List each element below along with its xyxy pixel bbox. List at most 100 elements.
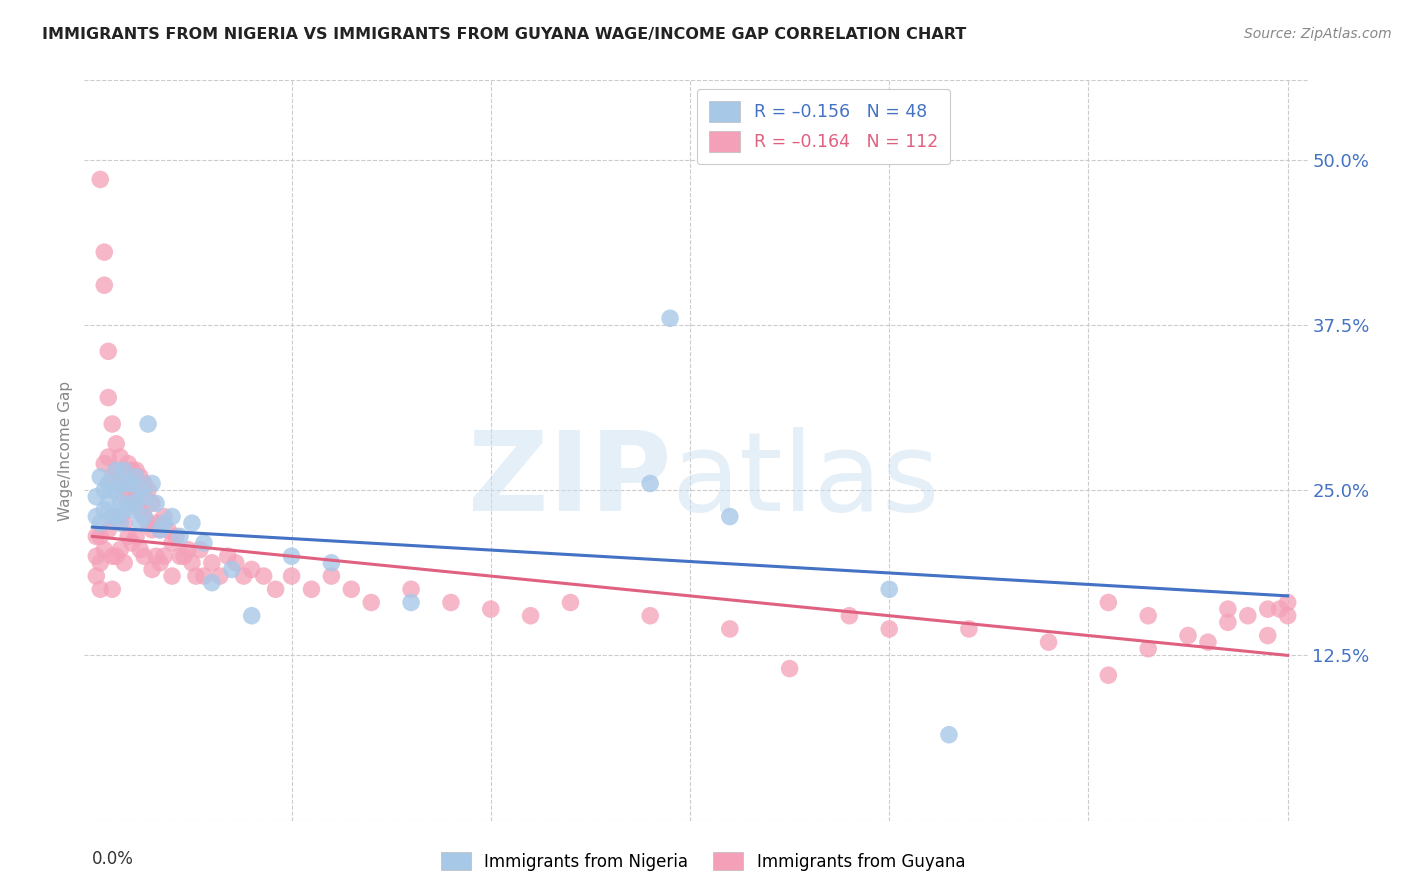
Point [129,483,152,497]
Point [105,549,128,564]
Point [136,483,159,497]
Point [181,516,204,531]
Point [93,245,115,260]
Point [1216,602,1239,616]
Point [141,562,163,576]
Point [1177,628,1199,642]
Point [173,549,195,564]
Point [232,569,254,583]
Point [157,523,180,537]
Point [938,728,960,742]
Point [1236,608,1258,623]
Point [1038,635,1060,649]
Point [89,172,111,186]
Point [112,503,135,517]
Point [160,569,183,583]
Point [93,457,115,471]
Point [97,523,120,537]
Point [86,549,108,564]
Point [121,503,143,517]
Point [779,662,801,676]
Point [149,556,172,570]
Point [1097,668,1119,682]
Point [877,582,900,597]
Point [110,476,132,491]
Point [89,470,111,484]
Point [134,509,156,524]
Point [838,608,860,623]
Point [101,509,124,524]
Text: atlas: atlas [672,426,941,533]
Point [129,470,152,484]
Point [321,556,343,570]
Point [177,542,200,557]
Point [201,575,224,590]
Point [110,496,132,510]
Point [105,509,128,524]
Point [101,417,124,431]
Point [1277,608,1299,623]
Point [117,457,139,471]
Point [145,496,167,510]
Point [125,529,148,543]
Point [134,549,156,564]
Point [638,608,661,623]
Point [253,569,276,583]
Point [86,529,108,543]
Point [101,549,124,564]
Point [1197,635,1219,649]
Legend: Immigrants from Nigeria, Immigrants from Guyana: Immigrants from Nigeria, Immigrants from… [433,844,973,880]
Point [659,311,682,326]
Point [134,476,156,491]
Point [86,509,108,524]
Point [193,569,215,583]
Text: IMMIGRANTS FROM NIGERIA VS IMMIGRANTS FROM GUYANA WAGE/INCOME GAP CORRELATION CH: IMMIGRANTS FROM NIGERIA VS IMMIGRANTS FR… [42,27,966,42]
Point [110,509,132,524]
Point [93,503,115,517]
Point [112,490,135,504]
Point [638,476,661,491]
Point [1137,641,1160,656]
Point [97,344,120,359]
Point [340,582,363,597]
Point [957,622,980,636]
Point [97,391,120,405]
Text: 0.0%: 0.0% [93,850,134,868]
Point [125,470,148,484]
Point [877,622,900,636]
Point [121,536,143,550]
Point [1257,628,1279,642]
Point [264,582,287,597]
Point [112,463,135,477]
Point [165,529,187,543]
Point [141,496,163,510]
Point [110,476,132,491]
Point [121,476,143,491]
Point [280,569,302,583]
Point [718,622,741,636]
Point [519,608,541,623]
Point [1137,608,1160,623]
Point [240,562,263,576]
Point [125,496,148,510]
Point [134,509,156,524]
Legend: R = –0.156   N = 48, R = –0.164   N = 112: R = –0.156 N = 48, R = –0.164 N = 112 [696,89,950,164]
Point [101,509,124,524]
Point [110,516,132,531]
Point [93,278,115,293]
Point [93,542,115,557]
Point [141,476,163,491]
Point [129,542,152,557]
Point [136,417,159,431]
Point [1277,595,1299,609]
Point [97,476,120,491]
Point [1097,595,1119,609]
Point [217,549,239,564]
Point [160,536,183,550]
Point [718,509,741,524]
Point [1268,602,1291,616]
Point [112,556,135,570]
Point [117,529,139,543]
Point [301,582,323,597]
Point [105,463,128,477]
